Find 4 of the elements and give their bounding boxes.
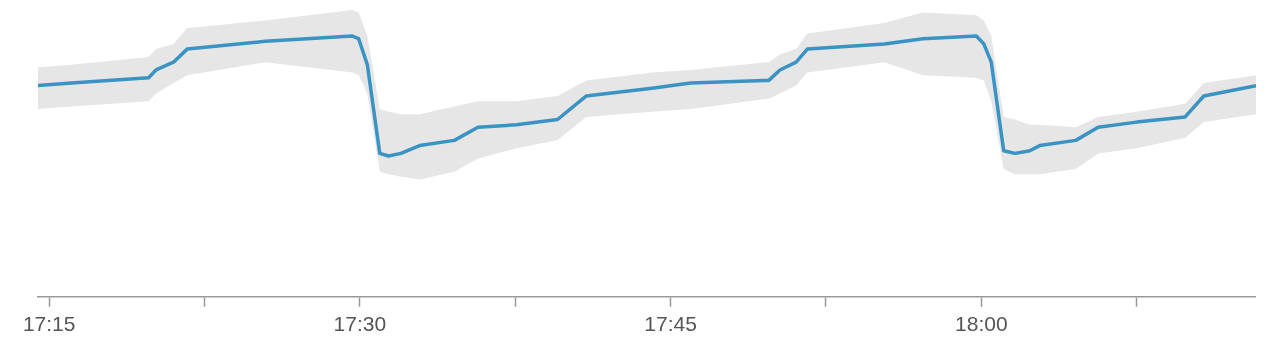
x-tick-label: 18:00	[955, 312, 1008, 336]
x-tick-label: 17:15	[22, 312, 76, 336]
x-tick-label: 17:45	[644, 312, 697, 336]
x-tick-label: 17:30	[333, 312, 387, 336]
